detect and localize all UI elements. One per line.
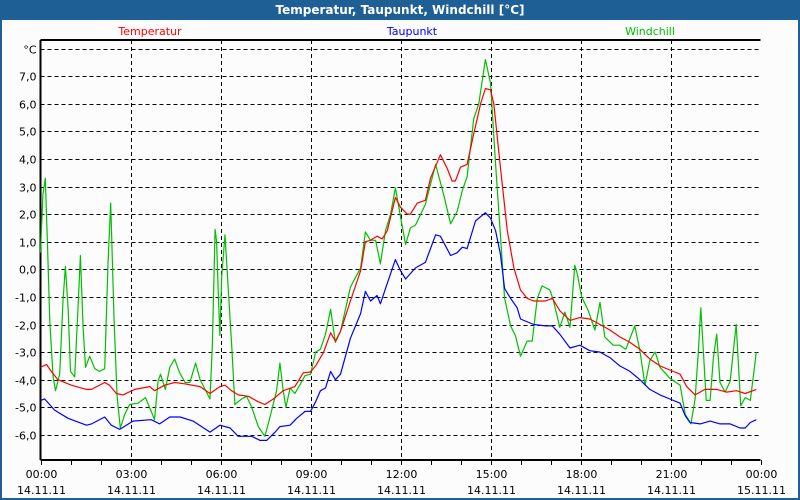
- series-line-taupunkt: [40, 212, 757, 441]
- x-tick-time: 09:00: [296, 468, 328, 481]
- y-tick-label: -1,0: [15, 292, 36, 305]
- y-tick-label: 4,0: [19, 154, 37, 167]
- legend-taupunkt: Taupunkt: [386, 25, 438, 38]
- series-line-windchill: [39, 58, 757, 437]
- legend-windchill: Windchill: [625, 25, 675, 38]
- x-tick-date: 14.11.11: [107, 484, 156, 497]
- x-tick-date: 15.11.11: [737, 484, 786, 497]
- x-tick-time: 06:00: [206, 468, 238, 481]
- x-tick-date: 14.11.11: [197, 484, 246, 497]
- x-tick-time: 18:00: [566, 468, 598, 481]
- y-tick-label: -3,0: [15, 347, 36, 360]
- y-tick-label: 3,0: [19, 182, 37, 195]
- y-tick-label: 6,0: [19, 99, 37, 112]
- y-tick-label: 1,0: [19, 237, 37, 250]
- x-tick-date: 14.11.11: [647, 484, 696, 497]
- x-tick-date: 14.11.11: [287, 484, 336, 497]
- line-chart: °C 7,0 6,0 5,0 4,0 3,0 2,0 1,0 0,0 -1,0 -2,0 -3,0 -4…: [15, 25, 786, 497]
- legend-temperatur: Temperatur: [117, 25, 182, 38]
- y-tick-label: °C: [23, 44, 37, 57]
- window-title: Temperatur, Taupunkt, Windchill [°C]: [275, 3, 525, 17]
- y-tick-label: 0,0: [19, 264, 37, 277]
- x-tick-date: 14.11.11: [377, 484, 426, 497]
- chart-panel: °C 7,0 6,0 5,0 4,0 3,0 2,0 1,0 0,0 -1,0 -2,0 -3,0 -4…: [2, 20, 798, 498]
- y-tick-label: -4,0: [15, 375, 36, 388]
- x-tick-date: 14.11.11: [17, 484, 66, 497]
- x-tick-time: 21:00: [656, 468, 688, 481]
- y-tick-label: 7,0: [19, 71, 37, 84]
- y-tick-label: 5,0: [19, 126, 37, 139]
- y-tick-label: -2,0: [15, 320, 36, 333]
- x-tick-date: 14.11.11: [467, 484, 516, 497]
- x-tick-time: 00:00: [26, 468, 58, 481]
- x-tick-time: 03:00: [116, 468, 148, 481]
- y-tick-label: -6,0: [15, 430, 36, 443]
- x-tick-time: 15:00: [476, 468, 508, 481]
- x-tick-time: 12:00: [386, 468, 418, 481]
- y-tick-label: 2,0: [19, 209, 37, 222]
- x-tick-time: 00:00: [746, 468, 778, 481]
- y-tick-label: -5,0: [15, 402, 36, 415]
- series-line-temperatur: [40, 87, 757, 406]
- x-tick-date: 14.11.11: [557, 484, 606, 497]
